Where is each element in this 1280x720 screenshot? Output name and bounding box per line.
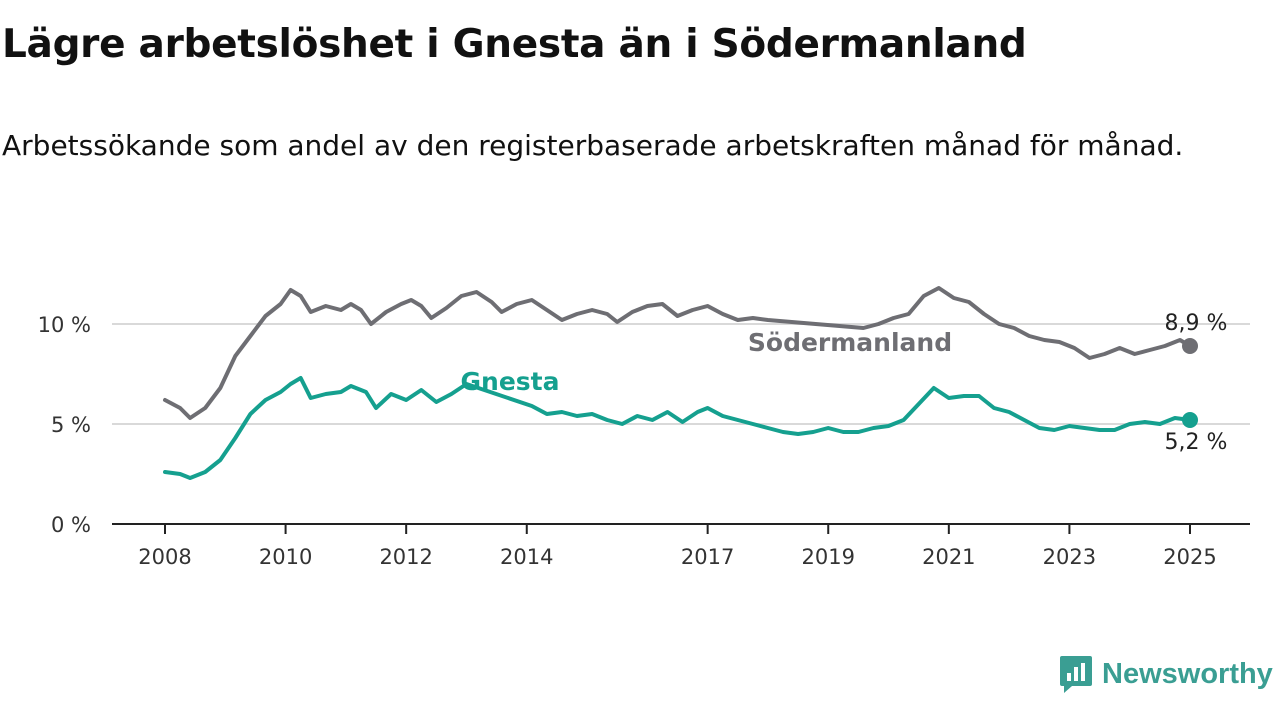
end-point-gnesta bbox=[1182, 412, 1198, 428]
series-lines bbox=[163, 286, 1198, 480]
x-tick-label: 2021 bbox=[922, 545, 975, 569]
end-value-label-sodermanland: 8,9 % bbox=[1165, 311, 1228, 336]
end-value-label-gnesta: 5,2 % bbox=[1165, 430, 1228, 455]
x-tick-label: 2023 bbox=[1043, 545, 1096, 569]
chart-subtitle: Arbetssökande som andel av den registerb… bbox=[2, 129, 1184, 162]
series-line-gnesta bbox=[163, 376, 1192, 480]
series-label-gnesta: Gnesta bbox=[461, 367, 560, 396]
x-tick-label: 2010 bbox=[259, 545, 312, 569]
x-axis: 2008 2010 2012 2014 2017 2019 2021 2023 2025 bbox=[112, 523, 1250, 569]
newsworthy-logo-icon bbox=[1060, 656, 1092, 693]
y-tick-label: 0 % bbox=[51, 513, 91, 537]
end-point-sodermanland bbox=[1182, 338, 1198, 354]
brand-name: Newsworthy bbox=[1102, 657, 1273, 690]
series-labels: Södermanland Gnesta 8,9 % 5,2 % bbox=[461, 311, 1228, 455]
y-axis-ticks: 0 % 5 % 10 % bbox=[38, 313, 91, 537]
x-tick-label: 2012 bbox=[379, 545, 432, 569]
x-tick-label: 2014 bbox=[500, 545, 553, 569]
newsworthy-logo: Newsworthy bbox=[1058, 654, 1273, 694]
gridlines bbox=[112, 323, 1250, 425]
x-tick-label: 2008 bbox=[138, 545, 191, 569]
y-tick-label: 5 % bbox=[51, 413, 91, 437]
series-line-sodermanland bbox=[163, 286, 1192, 420]
x-tick-label: 2025 bbox=[1163, 545, 1216, 569]
x-tick-label: 2017 bbox=[681, 545, 734, 569]
y-tick-label: 10 % bbox=[38, 313, 91, 337]
chart-title: Lägre arbetslöshet i Gnesta än i Söderma… bbox=[2, 22, 1027, 67]
series-label-sodermanland: Södermanland bbox=[748, 328, 952, 357]
x-tick-label: 2019 bbox=[802, 545, 855, 569]
